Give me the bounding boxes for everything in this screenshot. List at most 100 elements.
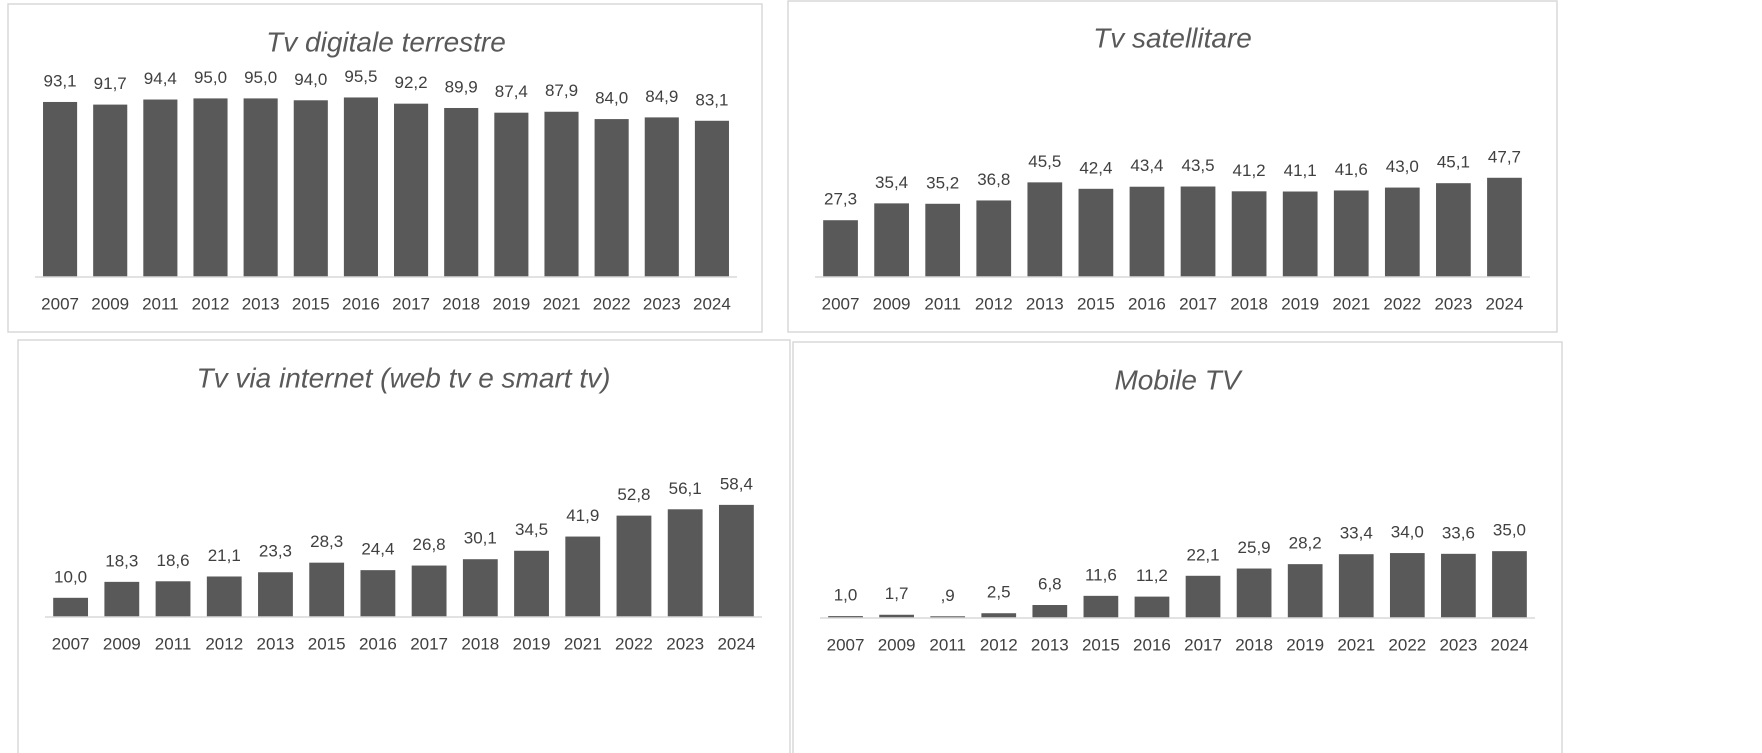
value-label: 94,0 — [294, 70, 327, 89]
panel — [7, 3, 763, 333]
x-tick-label: 2017 — [392, 294, 430, 313]
value-label: 28,2 — [1289, 534, 1322, 553]
x-tick-label: 2023 — [1434, 294, 1472, 313]
bar — [293, 100, 328, 277]
bar — [594, 119, 629, 277]
value-label: 1,0 — [834, 586, 858, 605]
x-tick-label: 2007 — [822, 294, 860, 313]
bar — [514, 550, 549, 617]
x-tick-label: 2016 — [1133, 635, 1171, 654]
bar — [544, 111, 579, 277]
bar — [1441, 553, 1476, 618]
x-tick-label: 2019 — [1281, 294, 1319, 313]
value-label: 6,8 — [1038, 574, 1062, 593]
bar — [930, 616, 966, 618]
panel — [787, 0, 1558, 333]
x-tick-label: 2015 — [1077, 294, 1115, 313]
value-label: 94,4 — [144, 69, 177, 88]
x-tick-label: 2011 — [155, 634, 192, 653]
x-tick-label: 2016 — [1128, 294, 1166, 313]
value-label: 45,5 — [1028, 152, 1061, 171]
bar — [1333, 190, 1369, 277]
value-label: 30,1 — [464, 529, 497, 548]
x-tick-label: 2018 — [1235, 635, 1273, 654]
value-label: 84,9 — [645, 87, 678, 106]
value-label: 34,5 — [515, 520, 548, 539]
bar — [258, 572, 293, 617]
bar — [1180, 186, 1216, 277]
bar — [879, 614, 914, 618]
x-tick-label: 2007 — [827, 635, 865, 654]
x-tick-label: 2013 — [242, 294, 280, 313]
bar — [343, 97, 378, 278]
value-label: 52,8 — [617, 485, 650, 504]
x-tick-label: 2023 — [643, 294, 681, 313]
value-label: 25,9 — [1238, 538, 1271, 557]
x-tick-label: 2019 — [513, 634, 551, 653]
x-tick-label: 2022 — [1388, 635, 1426, 654]
x-tick-label: 2021 — [1332, 294, 1370, 313]
bar — [1282, 191, 1318, 277]
x-tick-label: 2017 — [1184, 635, 1222, 654]
value-label: 28,3 — [310, 532, 343, 551]
chart-title: Mobile TV — [1114, 364, 1242, 395]
bar — [1032, 605, 1068, 618]
value-label: 95,0 — [244, 68, 277, 87]
bar — [243, 98, 278, 278]
bar — [874, 203, 909, 277]
value-label: 41,1 — [1284, 161, 1317, 180]
value-label: 91,7 — [94, 74, 127, 93]
value-label: 23,3 — [259, 542, 292, 561]
x-tick-label: 2023 — [666, 634, 704, 653]
bar — [411, 565, 447, 617]
value-label: 93,1 — [44, 71, 77, 90]
x-tick-label: 2009 — [878, 635, 916, 654]
value-label: 26,8 — [413, 535, 446, 554]
value-label: 35,4 — [875, 173, 908, 192]
value-label: 11,2 — [1136, 566, 1168, 585]
x-tick-label: 2021 — [1337, 635, 1375, 654]
x-tick-label: 2012 — [980, 635, 1018, 654]
value-label: 95,5 — [344, 67, 377, 86]
bar — [1231, 191, 1267, 277]
bar — [1492, 551, 1527, 618]
bar — [1436, 183, 1471, 277]
bar — [823, 220, 858, 277]
bar — [667, 509, 703, 617]
bar — [360, 570, 396, 617]
value-label: 35,2 — [926, 173, 959, 192]
bar — [694, 120, 729, 277]
value-label: 89,9 — [445, 77, 478, 96]
value-label: 42,4 — [1079, 158, 1112, 177]
x-tick-label: 2011 — [924, 294, 961, 313]
x-tick-label: 2015 — [308, 634, 346, 653]
x-tick-label: 2013 — [257, 634, 295, 653]
bar — [981, 613, 1017, 618]
value-label: 43,0 — [1386, 157, 1419, 176]
bar — [616, 515, 652, 617]
value-label: 43,5 — [1181, 156, 1214, 175]
value-label: 87,4 — [495, 82, 528, 101]
x-tick-label: 2021 — [564, 634, 602, 653]
bar — [718, 504, 754, 617]
value-label: 34,0 — [1391, 523, 1424, 542]
bar — [1083, 595, 1119, 618]
bar — [444, 107, 479, 277]
value-label: 18,3 — [105, 551, 138, 570]
bar — [206, 576, 242, 617]
value-label: 1,7 — [885, 584, 909, 603]
x-tick-label: 2016 — [359, 634, 397, 653]
x-tick-label: 2018 — [1230, 294, 1268, 313]
value-label: 58,4 — [720, 474, 753, 493]
x-tick-label: 2019 — [492, 294, 530, 313]
value-label: 11,6 — [1085, 565, 1117, 584]
bar — [309, 562, 345, 617]
bar — [644, 117, 679, 277]
bar — [193, 98, 228, 278]
bar — [1338, 554, 1374, 618]
chart-title: Tv digitale terrestre — [266, 26, 506, 57]
bar — [462, 559, 498, 617]
value-label: 56,1 — [669, 479, 702, 498]
value-label: 33,4 — [1340, 524, 1373, 543]
bar — [494, 112, 529, 277]
